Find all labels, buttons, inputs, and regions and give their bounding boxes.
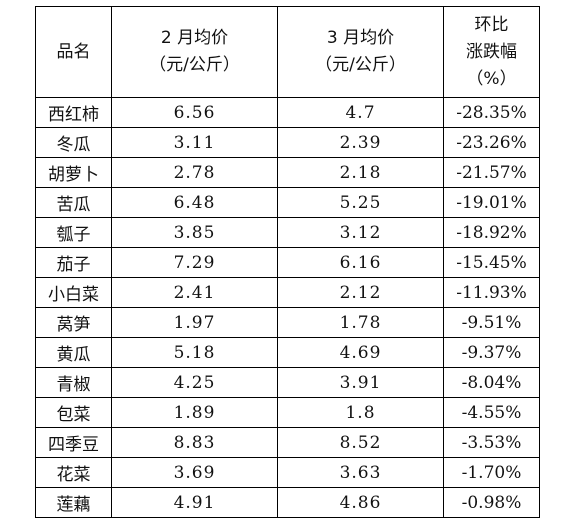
change-cell: -8.04%: [443, 367, 540, 398]
table-row: 包菜 1.89 1.8 -4.55%: [35, 397, 540, 428]
header-change-line-2: 涨跌幅: [466, 41, 517, 62]
product-name-cell: 西红柿: [35, 97, 112, 128]
feb-price-cell: 6.48: [111, 187, 278, 218]
header-mar-unit: （元/公斤）: [315, 55, 406, 75]
table-row: 苦瓜 6.48 5.25 -19.01%: [35, 187, 540, 218]
feb-price-cell: 4.25: [111, 367, 278, 398]
header-change-line-3: （%）: [466, 68, 517, 89]
product-name-cell: 四季豆: [35, 427, 112, 458]
mar-price-cell: 1.8: [277, 397, 444, 428]
feb-price-cell: 7.29: [111, 247, 278, 278]
product-name-cell: 莲藕: [35, 487, 112, 518]
product-name-cell: 瓠子: [35, 217, 112, 248]
table-row: 西红柿 6.56 4.7 -28.35%: [35, 97, 540, 128]
feb-price-cell: 3.11: [111, 127, 278, 158]
product-name-cell: 茄子: [35, 247, 112, 278]
mar-price-cell: 4.86: [277, 487, 444, 518]
mar-price-cell: 2.18: [277, 157, 444, 188]
change-cell: -21.57%: [443, 157, 540, 188]
mar-price-cell: 6.16: [277, 247, 444, 278]
mar-price-cell: 4.7: [277, 97, 444, 128]
change-cell: -19.01%: [443, 187, 540, 218]
mar-price-cell: 3.63: [277, 457, 444, 488]
change-cell: -1.70%: [443, 457, 540, 488]
feb-price-cell: 2.78: [111, 157, 278, 188]
table-row: 四季豆 8.83 8.52 -3.53%: [35, 427, 540, 458]
header-mar-avg-price: 3 月均价 （元/公斤）: [277, 6, 444, 98]
change-cell: -23.26%: [443, 127, 540, 158]
header-feb-avg-price: 2 月均价 （元/公斤）: [111, 6, 278, 98]
product-name-cell: 花菜: [35, 457, 112, 488]
change-cell: -18.92%: [443, 217, 540, 248]
product-name-cell: 冬瓜: [35, 127, 112, 158]
table-row: 冬瓜 3.11 2.39 -23.26%: [35, 127, 540, 158]
header-product-name-text: 品名: [56, 41, 91, 62]
mar-price-cell: 5.25: [277, 187, 444, 218]
product-name-cell: 莴笋: [35, 307, 112, 338]
change-cell: -4.55%: [443, 397, 540, 428]
change-cell: -9.37%: [443, 337, 540, 368]
header-row: 品名 2 月均价 （元/公斤） 3 月均价 （元/公斤） 环比 涨跌幅 （%）: [35, 6, 540, 98]
mar-price-cell: 2.12: [277, 277, 444, 308]
product-name-cell: 包菜: [35, 397, 112, 428]
product-name-cell: 青椒: [35, 367, 112, 398]
feb-price-cell: 1.97: [111, 307, 278, 338]
feb-price-cell: 4.91: [111, 487, 278, 518]
table-row: 瓠子 3.85 3.12 -18.92%: [35, 217, 540, 248]
product-name-cell: 黄瓜: [35, 337, 112, 368]
change-cell: -28.35%: [443, 97, 540, 128]
header-mom-change: 环比 涨跌幅 （%）: [443, 6, 540, 98]
table-row: 胡萝卜 2.78 2.18 -21.57%: [35, 157, 540, 188]
table-row: 花菜 3.69 3.63 -1.70%: [35, 457, 540, 488]
header-feb-unit: （元/公斤）: [149, 55, 240, 75]
mar-price-cell: 1.78: [277, 307, 444, 338]
table-row: 青椒 4.25 3.91 -8.04%: [35, 367, 540, 398]
table-row: 黄瓜 5.18 4.69 -9.37%: [35, 337, 540, 368]
mar-price-cell: 8.52: [277, 427, 444, 458]
table-row: 小白菜 2.41 2.12 -11.93%: [35, 277, 540, 308]
mar-price-cell: 3.12: [277, 217, 444, 248]
table-row: 莴笋 1.97 1.78 -9.51%: [35, 307, 540, 338]
feb-price-cell: 2.41: [111, 277, 278, 308]
feb-price-cell: 5.18: [111, 337, 278, 368]
feb-price-cell: 8.83: [111, 427, 278, 458]
header-feb-title: 2 月均价: [160, 28, 229, 48]
product-name-cell: 苦瓜: [35, 187, 112, 218]
feb-price-cell: 6.56: [111, 97, 278, 128]
feb-price-cell: 3.69: [111, 457, 278, 488]
product-name-cell: 胡萝卜: [35, 157, 112, 188]
table-row: 茄子 7.29 6.16 -15.45%: [35, 247, 540, 278]
table-body: 西红柿 6.56 4.7 -28.35% 冬瓜 3.11 2.39 -23.26% 胡萝卜 2.7…: [35, 97, 540, 518]
change-cell: -11.93%: [443, 277, 540, 308]
table-row: 莲藕 4.91 4.86 -0.98%: [35, 487, 540, 518]
mar-price-cell: 3.91: [277, 367, 444, 398]
change-cell: -0.98%: [443, 487, 540, 518]
header-change-line-1: 环比: [474, 14, 509, 35]
feb-price-cell: 3.85: [111, 217, 278, 248]
change-cell: -9.51%: [443, 307, 540, 338]
mar-price-cell: 2.39: [277, 127, 444, 158]
feb-price-cell: 1.89: [111, 397, 278, 428]
vegetable-price-table: 品名 2 月均价 （元/公斤） 3 月均价 （元/公斤） 环比 涨跌幅 （%） …: [35, 6, 540, 518]
change-cell: -15.45%: [443, 247, 540, 278]
mar-price-cell: 4.69: [277, 337, 444, 368]
header-product-name: 品名: [35, 6, 112, 98]
change-cell: -3.53%: [443, 427, 540, 458]
header-mar-title: 3 月均价: [326, 28, 395, 48]
product-name-cell: 小白菜: [35, 277, 112, 308]
